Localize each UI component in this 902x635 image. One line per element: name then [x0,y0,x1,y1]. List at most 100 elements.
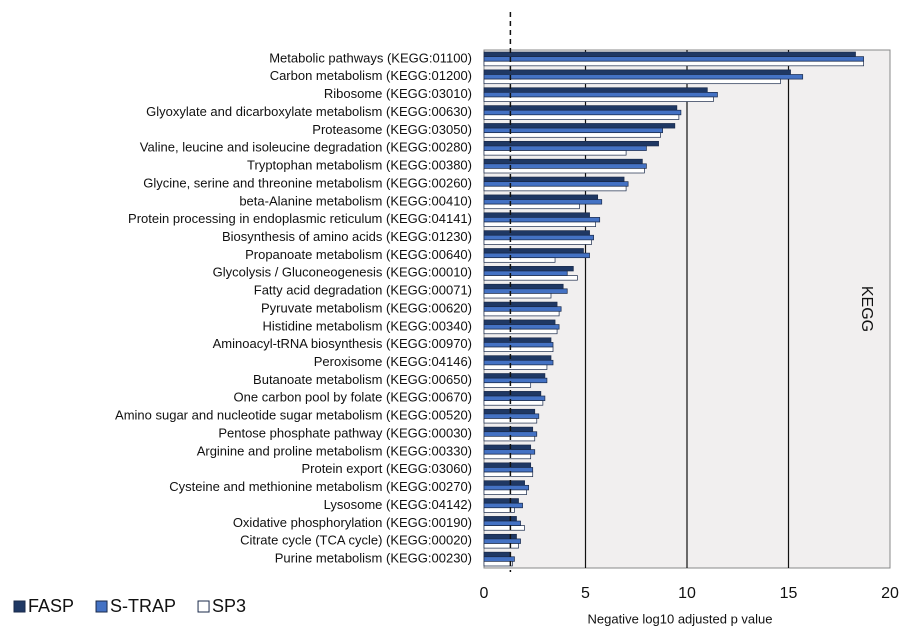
bar [483,176,625,183]
bar [483,288,568,294]
bar [483,194,599,200]
y-tick-label: Ribosome (KEGG:03010) [324,86,472,101]
y-tick-label: Lysosome (KEGG:04142) [324,497,472,512]
bar [483,346,554,352]
bar [483,337,552,343]
y-tick-label: Citrate cycle (TCA cycle) (KEGG:00020) [240,533,472,548]
bar [483,283,564,290]
y-tick-label: Cysteine and methionine metabolism (KEGG… [169,479,472,494]
bar [483,498,519,504]
y-tick-label: Carbon metabolism (KEGG:01200) [270,68,472,83]
bar [483,230,590,236]
legend-swatch [95,600,108,613]
y-tick-label: Oxidative phosphorylation (KEGG:00190) [233,515,472,530]
x-tick-label: 20 [881,585,899,602]
bar [483,60,864,67]
y-tick-label: Protein export (KEGG:03060) [301,461,472,476]
bar [483,306,562,312]
bar [483,408,536,415]
bar [483,266,574,272]
y-tick-label: beta-Alanine metabolism (KEGG:00410) [239,193,472,208]
bar [483,556,515,562]
bar [483,480,525,486]
bar [483,413,540,419]
x-tick-label: 15 [780,585,798,602]
y-tick-label: Propanoate metabolism (KEGG:00640) [245,247,472,262]
bar [483,391,542,397]
bar [483,234,594,241]
bar [483,324,560,330]
bar [483,185,627,192]
bar [483,462,532,468]
y-tick-label: Butanoate metabolism (KEGG:00650) [253,372,472,387]
bar [483,301,558,308]
bar [483,257,556,263]
bar [483,400,544,406]
legend-swatch [13,600,26,613]
y-tick-label: Tryptophan metabolism (KEGG:00380) [247,158,472,173]
bar [483,310,560,317]
bar [483,105,678,111]
bar [483,533,517,540]
bar [483,543,519,549]
bar [483,203,580,210]
bar [483,270,568,276]
y-tick-label: Proteasome (KEGG:03050) [312,122,472,137]
y-tick-label: Pyruvate metabolism (KEGG:00620) [261,300,472,315]
bar [483,426,534,433]
bar [483,78,781,85]
bar [483,252,590,259]
bar [483,449,536,455]
panel-label: KEGG [858,286,875,332]
bar [483,293,552,299]
bar [483,502,523,509]
y-tick-label: One carbon pool by folate (KEGG:00670) [234,390,472,405]
y-tick-label: Metabolic pathways (KEGG:01100) [269,50,472,65]
bar [483,489,527,495]
bar [483,217,601,223]
bar [483,51,856,57]
bar [483,150,627,156]
bar [483,248,584,254]
bar [483,484,530,491]
bar [483,114,680,120]
bar [483,132,661,138]
bar [483,467,534,473]
bar [483,525,525,531]
bar [483,342,554,348]
legend-swatch [197,600,210,613]
y-tick-label: Glycolysis / Gluconeogenesis (KEGG:00010… [213,265,472,280]
bar [483,239,592,245]
bar [483,471,534,478]
bar [483,212,590,218]
bar [483,56,864,62]
bar [483,163,647,169]
y-tick-label: Amino sugar and nucleotide sugar metabol… [115,408,472,423]
bar [483,87,708,93]
y-tick-label: Fatty acid degradation (KEGG:00071) [254,283,472,298]
bar [483,520,521,526]
y-tick-label: Protein processing in endoplasmic reticu… [128,211,472,226]
bar [483,444,532,450]
x-axis-label: Negative log10 adjusted p value [587,611,772,626]
bar [483,158,643,165]
y-tick-label: Glyoxylate and dicarboxylate metabolism … [146,104,472,119]
bar [483,507,515,513]
bar [483,561,513,567]
bar [483,221,597,227]
bar [483,328,558,335]
bar [483,435,536,442]
bar [483,123,676,129]
y-tick-label: Histidine metabolism (KEGG:00340) [262,318,472,333]
bar [483,382,532,388]
bar [483,96,714,102]
bar [483,74,804,80]
y-tick-label: Peroxisome (KEGG:04146) [314,354,472,369]
bar [483,516,517,522]
bar [483,168,645,174]
bar [483,377,548,384]
bar [483,551,511,558]
legend-label: S-TRAP [110,596,176,616]
x-tick-label: 0 [480,585,489,602]
